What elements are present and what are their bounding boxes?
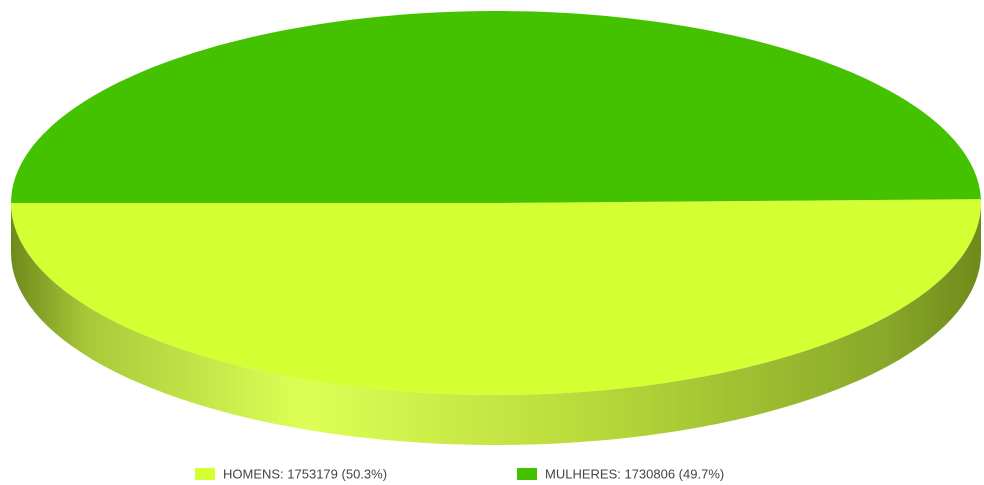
legend-swatch	[517, 468, 537, 480]
legend-label: MULHERES: 1730806 (49.7%)	[545, 466, 724, 481]
slice	[11, 199, 981, 395]
pie-plot	[11, 11, 981, 445]
legend: HOMENS: 1753179 (50.3%) MULHERES: 1730806…	[195, 466, 724, 481]
slice	[11, 11, 981, 203]
legend-label: HOMENS: 1753179 (50.3%)	[223, 466, 387, 481]
slice-side	[11, 203, 981, 445]
legend-swatch	[195, 468, 215, 480]
